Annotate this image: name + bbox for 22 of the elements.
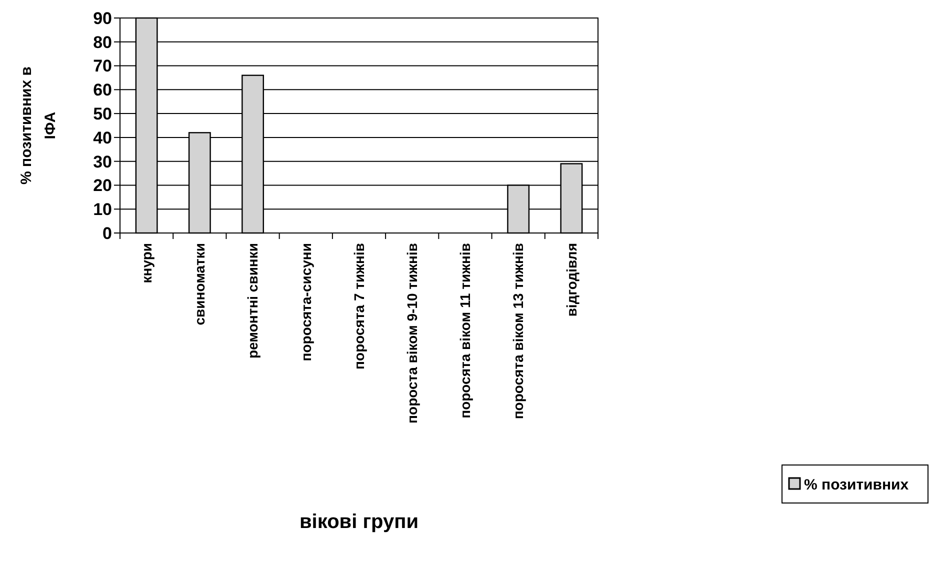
y-tick-label: 80 <box>93 32 112 52</box>
y-tick-label: 40 <box>93 128 112 148</box>
x-tick-label: поросята віком 11 тижнів <box>457 242 474 418</box>
y-tick-label: 60 <box>93 80 112 100</box>
y-tick-label: 0 <box>102 224 112 243</box>
legend-label: % позитивних <box>804 476 910 494</box>
y-tick-label: 70 <box>93 56 112 76</box>
x-tick-label: поросята 7 тижнів <box>350 242 367 370</box>
x-tick-label: поросята віком 13 тижнів <box>510 242 526 420</box>
y-tick-label: 20 <box>93 176 112 196</box>
y-axis-title: % позитивних в ІФА <box>18 66 59 185</box>
x-tick-label: ремонтні свинки <box>244 243 261 358</box>
x-tick-label: кнури <box>138 243 154 284</box>
y-tick-label: 50 <box>93 104 112 124</box>
x-tick-label: пороста віком 9-10 тижнів <box>404 242 420 424</box>
y-tick-label: 30 <box>93 152 112 172</box>
x-tick-label: відгодівля <box>563 243 580 317</box>
y-tick-label: 90 <box>93 8 112 28</box>
x-tick-label: свиноматки <box>192 243 208 326</box>
x-tick-label: поросята-сисуни <box>298 243 314 362</box>
y-tick-label: 10 <box>93 200 112 220</box>
x-axis-title: вікові групи <box>299 511 419 533</box>
